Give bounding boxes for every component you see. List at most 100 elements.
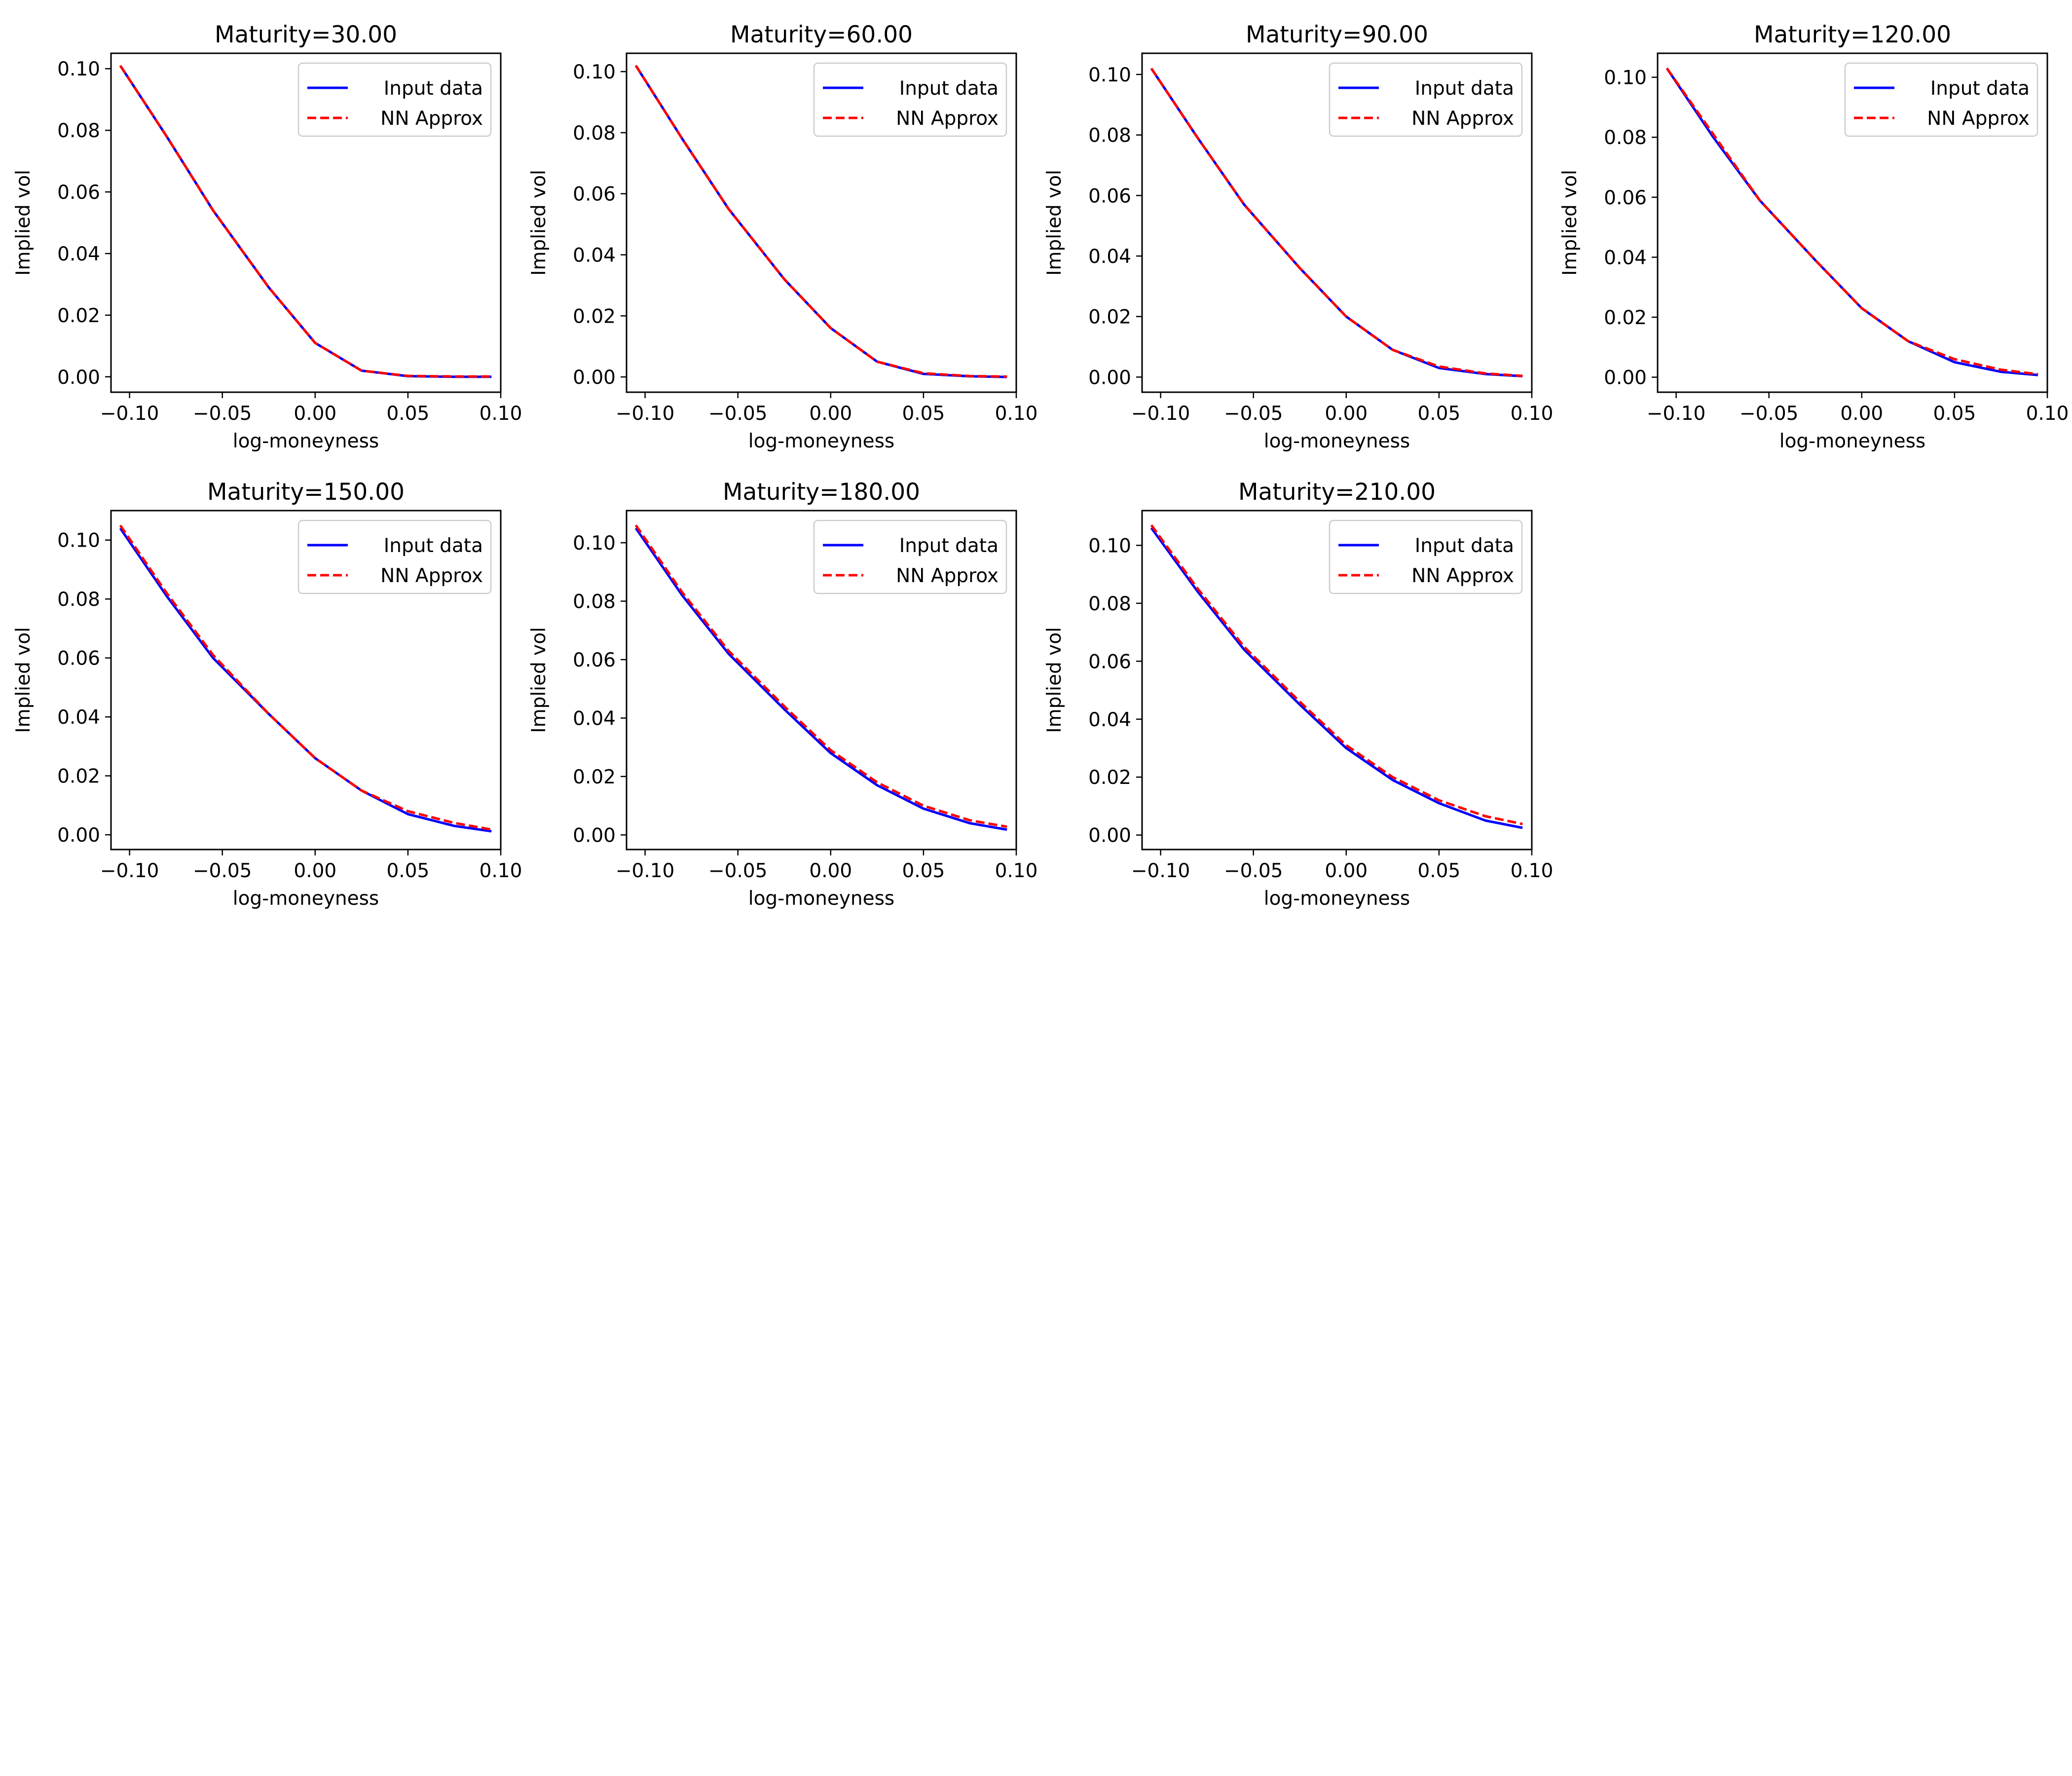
- y-tick-label: 0.02: [573, 766, 616, 788]
- x-tick-label: −0.05: [1739, 403, 1799, 425]
- x-tick-label: −0.05: [1224, 403, 1283, 425]
- x-tick-label: 0.00: [1840, 403, 1883, 425]
- y-tick-label: 0.02: [1604, 307, 1647, 329]
- legend-label: Input data: [384, 77, 483, 100]
- y-tick-label: 0.04: [1088, 709, 1131, 731]
- x-tick-label: −0.05: [1224, 860, 1283, 882]
- subplot-4: Maturity=120.00 −0.10 −0.05 0.00 0.05 0.10 0.0…: [1559, 21, 2069, 452]
- y-tick-label: 0.04: [1604, 247, 1647, 269]
- axes-frame: [1657, 52, 2048, 393]
- y-tick-label: 0.06: [573, 649, 616, 671]
- y-tick-label: 0.00: [1088, 825, 1131, 847]
- y-axis-label: Implied vol: [1043, 627, 1066, 733]
- axes-frame: [110, 510, 502, 851]
- series-line-input-data: [119, 527, 492, 833]
- x-tick-label: −0.10: [616, 403, 675, 425]
- y-axis-label: Implied vol: [12, 627, 35, 733]
- legend: Input data NN Approx: [813, 62, 1007, 137]
- y-tick-label: 0.06: [57, 182, 100, 204]
- y-tick-label: 0.08: [573, 122, 616, 145]
- y-tick-label: 0.08: [57, 120, 100, 142]
- x-tick-label: 0.10: [480, 860, 522, 882]
- y-tick-label: 0.06: [1088, 651, 1131, 673]
- x-tick-label: 0.00: [809, 860, 852, 882]
- x-tick-label: 0.00: [294, 860, 336, 882]
- x-tick-label: 0.10: [480, 403, 522, 425]
- subplot-title: Maturity=180.00: [723, 479, 920, 506]
- x-tick-label: 0.00: [1325, 403, 1368, 425]
- y-tick-label: 0.08: [573, 591, 616, 613]
- y-tick-label: 0.06: [1088, 185, 1131, 207]
- legend: Input data NN Approx: [297, 519, 492, 594]
- x-tick-label: 0.10: [1511, 860, 1554, 882]
- y-tick-label: 0.10: [573, 532, 616, 555]
- x-axis-label: log-moneyness: [1264, 888, 1410, 910]
- y-tick-label: 0.10: [57, 58, 100, 80]
- y-axis-label: Implied vol: [528, 170, 550, 276]
- x-tick-label: 0.10: [1511, 403, 1554, 425]
- y-tick-label: 0.06: [573, 184, 616, 206]
- y-tick-label: 0.10: [573, 61, 616, 83]
- legend: Input data NN Approx: [813, 519, 1007, 594]
- y-tick-label: 0.10: [57, 530, 100, 552]
- y-tick-label: 0.00: [1604, 367, 1647, 389]
- series-line-nn-approx: [1665, 67, 2038, 375]
- x-tick-label: 0.05: [902, 860, 945, 882]
- series-line-input-data: [1150, 527, 1523, 829]
- y-tick-label: 0.02: [57, 766, 100, 788]
- y-tick-label: 0.08: [1088, 125, 1131, 147]
- legend-label: Input data: [1930, 77, 2030, 100]
- series-line-nn-approx: [119, 65, 492, 378]
- subplot-2: Maturity=60.00 −0.10 −0.05 0.00 0.05 0.10 0.00…: [528, 21, 1037, 452]
- y-tick-label: 0.10: [1088, 64, 1131, 86]
- x-tick-label: 0.05: [1933, 403, 1976, 425]
- x-tick-label: 0.05: [1417, 860, 1460, 882]
- y-tick-label: 0.08: [57, 589, 100, 611]
- subplot-5: Maturity=150.00 −0.10 −0.05 0.00 0.05 0.10 0.0…: [12, 479, 522, 910]
- legend-label: NN Approx: [1927, 108, 2030, 130]
- y-tick-label: 0.00: [57, 367, 100, 389]
- subplot-1: Maturity=30.00 −0.10 −0.05 0.00 0.05 0.10 0.00…: [12, 21, 522, 452]
- x-tick-label: −0.05: [193, 403, 252, 425]
- subplot-title: Maturity=30.00: [215, 21, 397, 48]
- legend-label: Input data: [899, 77, 999, 100]
- x-axis-label: log-moneyness: [233, 430, 379, 452]
- y-axis-label: Implied vol: [12, 170, 35, 276]
- y-tick-label: 0.08: [1604, 127, 1647, 149]
- series-line-nn-approx: [634, 524, 1007, 828]
- series-line-nn-approx: [634, 65, 1007, 378]
- axes-frame: [626, 510, 1017, 851]
- x-tick-label: 0.00: [294, 403, 336, 425]
- legend-label: NN Approx: [380, 565, 483, 587]
- x-tick-label: −0.10: [100, 403, 159, 425]
- y-tick-label: 0.10: [1604, 67, 1647, 89]
- legend: Input data NN Approx: [1329, 519, 1523, 594]
- legend: Input data NN Approx: [1844, 62, 2038, 137]
- subplot-3: Maturity=90.00 −0.10 −0.05 0.00 0.05 0.10 0.00…: [1043, 21, 1553, 452]
- x-tick-label: 0.05: [386, 860, 429, 882]
- x-tick-label: −0.10: [1131, 860, 1190, 882]
- series-line-nn-approx: [119, 524, 492, 831]
- x-axis-label: log-moneyness: [1264, 430, 1410, 452]
- axes-frame: [110, 52, 502, 393]
- legend-label: Input data: [1415, 77, 1514, 100]
- y-tick-label: 0.00: [57, 824, 100, 847]
- subplot-6: Maturity=180.00 −0.10 −0.05 0.00 0.05 0.10 0.0…: [528, 479, 1037, 910]
- y-tick-label: 0.00: [573, 367, 616, 389]
- y-tick-label: 0.04: [573, 244, 616, 266]
- x-axis-label: log-moneyness: [1779, 430, 1926, 452]
- legend-label: NN Approx: [896, 108, 999, 130]
- y-tick-label: 0.00: [573, 824, 616, 847]
- y-tick-label: 0.08: [1088, 593, 1131, 615]
- x-tick-label: −0.05: [193, 860, 252, 882]
- x-axis-label: log-moneyness: [748, 430, 895, 452]
- y-axis-label: Implied vol: [1559, 170, 1581, 276]
- y-tick-label: 0.02: [573, 305, 616, 328]
- legend-label: NN Approx: [380, 108, 483, 130]
- x-tick-label: 0.05: [386, 403, 429, 425]
- legend-label: Input data: [899, 535, 999, 557]
- x-tick-label: −0.10: [616, 860, 675, 882]
- y-tick-label: 0.04: [57, 706, 100, 729]
- y-tick-label: 0.04: [57, 243, 100, 265]
- subplot-title: Maturity=60.00: [730, 21, 913, 48]
